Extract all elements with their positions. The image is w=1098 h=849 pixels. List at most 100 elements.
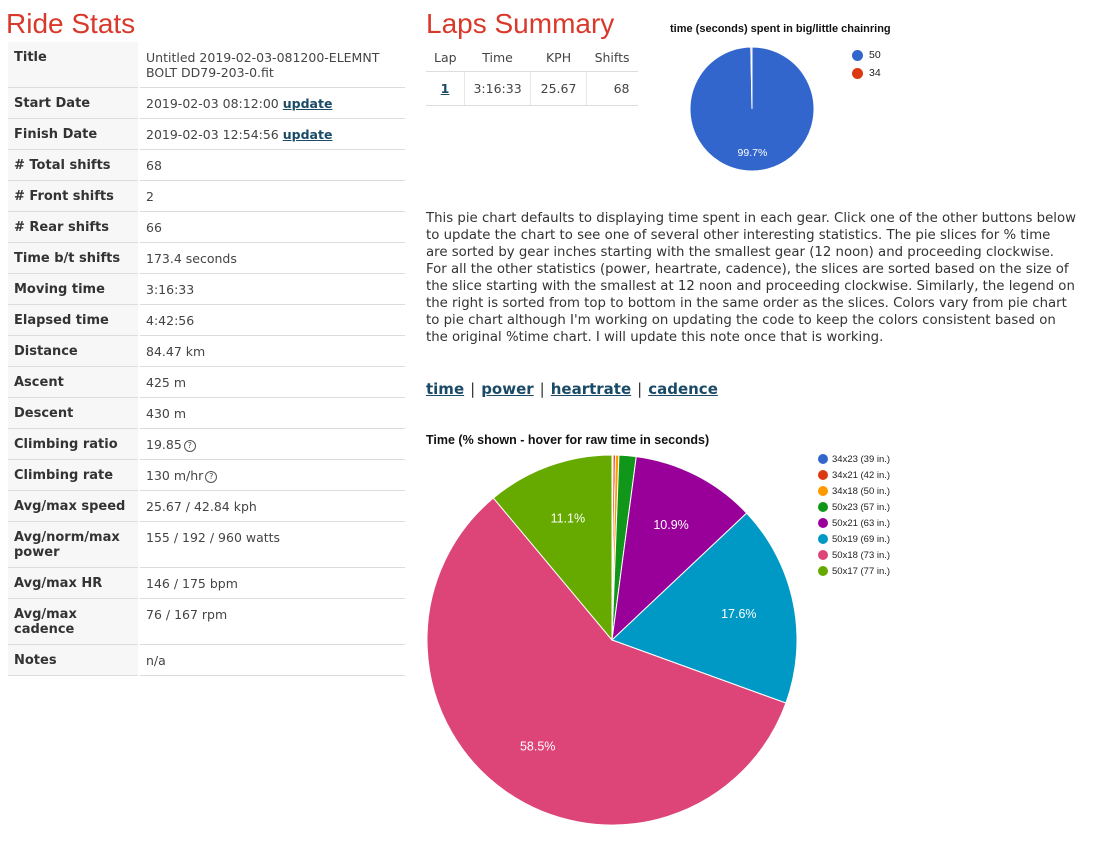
stat-value: 425 m: [146, 375, 187, 390]
stat-label: Avg/max HR: [8, 567, 140, 599]
stat-label: Avg/max cadence: [8, 598, 140, 645]
stat-value: 68: [146, 158, 162, 173]
link-separator: |: [470, 380, 476, 398]
stats-row: Distance 84.47 km: [8, 335, 405, 367]
stat-value: 155 / 192 / 960 watts: [146, 530, 281, 545]
legend-swatch: [818, 470, 828, 480]
legend-label: 34x21 (42 in.): [832, 469, 891, 481]
stats-row: Time b/t shifts 173.4 seconds: [8, 242, 405, 274]
lap-shifts: 68: [586, 71, 638, 106]
stat-value: 84.47 km: [146, 344, 206, 359]
stat-label: # Rear shifts: [8, 211, 140, 243]
stat-label: # Front shifts: [8, 180, 140, 212]
stat-value: n/a: [146, 653, 166, 668]
ride-stats-table: Title Untitled 2019-02-03-081200-ELEMNT B…: [8, 42, 405, 676]
time-link[interactable]: time: [426, 380, 465, 398]
chainring-pie-slice-label: 99.7%: [738, 147, 768, 159]
gear-time-pie-legend-item[interactable]: 34x21 (42 in.): [818, 467, 890, 483]
stat-value: 19.85: [146, 437, 182, 452]
stat-value: 2: [146, 189, 154, 204]
gear-time-pie-slice-label: 17.6%: [721, 607, 756, 621]
stat-value: 76 / 167 rpm: [146, 607, 228, 622]
stat-label: Ascent: [8, 366, 140, 398]
ride-stats-heading: Ride Stats: [6, 8, 136, 39]
gear-time-pie-slice[interactable]: [611, 512, 798, 704]
gear-time-pie-legend-item[interactable]: 50x18 (73 in.): [818, 547, 890, 563]
cadence-link[interactable]: cadence: [648, 380, 718, 398]
legend-label: 50x18 (73 in.): [832, 549, 891, 561]
stat-value: 146 / 175 bpm: [146, 576, 238, 591]
gear-time-pie-slice[interactable]: [426, 497, 787, 826]
legend-label: 50x17 (77 in.): [832, 565, 891, 577]
chart-description: This pie chart defaults to displaying ti…: [426, 211, 1077, 345]
gear-time-pie-slice[interactable]: [492, 454, 613, 642]
stat-value: 4:42:56: [146, 313, 195, 328]
stat-value: 25.67 / 42.84 kph: [146, 499, 257, 514]
laps-col-time: Time: [464, 46, 531, 72]
legend-swatch: [818, 534, 828, 544]
stats-row: Descent 430 m: [8, 397, 405, 429]
stats-row: Climbing ratio 19.85?: [8, 428, 405, 460]
gear-time-pie-legend-item[interactable]: 50x17 (77 in.): [818, 563, 890, 579]
legend-swatch: [818, 518, 828, 528]
gear-time-pie-legend-item[interactable]: 50x23 (57 in.): [818, 499, 890, 515]
stat-label: Title: [8, 42, 140, 88]
help-icon[interactable]: ?: [183, 440, 196, 452]
chainring-pie-chart[interactable]: 99.7%: [680, 40, 820, 176]
chainring-pie-legend-item[interactable]: 50: [852, 46, 881, 64]
heartrate-link[interactable]: heartrate: [550, 380, 632, 398]
legend-label: 50: [869, 49, 881, 61]
stat-label: Avg/norm/max power: [8, 521, 140, 568]
legend-swatch: [818, 550, 828, 560]
update-link[interactable]: update: [282, 96, 333, 111]
stats-row: Start Date 2019-02-03 08:12:00 update: [8, 87, 405, 119]
power-link[interactable]: power: [481, 380, 534, 398]
gear-time-chart-title: Time (% shown - hover for raw time in se…: [426, 433, 710, 447]
stats-row: Avg/norm/max power 155 / 192 / 960 watts: [8, 521, 405, 568]
chainring-legend: 50 34: [852, 46, 881, 82]
stats-row: Climbing rate 130 m/hr?: [8, 459, 405, 491]
stat-value: 66: [146, 220, 162, 235]
gear-time-pie-legend-item[interactable]: 50x21 (63 in.): [818, 515, 890, 531]
legend-label: 50x23 (57 in.): [832, 501, 891, 513]
laps-table: Lap Time KPH Shifts 1 3:16:33 25.67 68: [426, 46, 638, 106]
legend-swatch: [852, 67, 863, 79]
stat-label: Time b/t shifts: [8, 242, 140, 274]
gear-time-pie-legend-item[interactable]: 34x23 (39 in.): [818, 451, 890, 467]
stats-row: # Rear shifts 66: [8, 211, 405, 243]
stat-label: # Total shifts: [8, 149, 140, 181]
laps-col-lap: Lap: [426, 46, 465, 72]
stats-row: Avg/max HR 146 / 175 bpm: [8, 567, 405, 599]
stat-label: Notes: [8, 644, 140, 676]
stats-row: # Front shifts 2: [8, 180, 405, 212]
legend-label: 50x21 (63 in.): [832, 517, 891, 529]
update-link[interactable]: update: [282, 127, 333, 142]
stat-links: time | power | heartrate | cadence: [426, 380, 718, 398]
gear-time-pie-legend-item[interactable]: 34x18 (50 in.): [818, 483, 890, 499]
lap-kph: 25.67: [530, 71, 588, 106]
chainring-pie-slice[interactable]: [750, 46, 753, 110]
gear-time-pie-chart[interactable]: 10.9% 17.6% 58.5% 11.1%: [420, 446, 810, 836]
laps-row: 1 3:16:33 25.67 68: [426, 71, 638, 106]
stat-label: Moving time: [8, 273, 140, 305]
gear-time-legend: 34x23 (39 in.) 34x21 (42 in.) 34x18 (50 in…: [818, 451, 890, 579]
stat-value: 2019-02-03 08:12:00: [146, 96, 279, 111]
stat-value: Untitled 2019-02-03-081200-ELEMNT BOLT D…: [146, 50, 380, 80]
link-separator: |: [539, 380, 545, 398]
lap-link[interactable]: 1: [440, 81, 450, 96]
laps-summary-heading: Laps Summary: [426, 8, 615, 39]
chainring-pie-legend-item[interactable]: 34: [852, 64, 881, 82]
link-separator: |: [637, 380, 643, 398]
gear-time-pie-slice-label: 11.1%: [551, 512, 586, 526]
stat-label: Distance: [8, 335, 140, 367]
legend-swatch: [818, 486, 828, 496]
help-icon[interactable]: ?: [205, 471, 218, 483]
stat-value: 3:16:33: [146, 282, 195, 297]
gear-time-pie-slice-label: 10.9%: [653, 518, 688, 532]
stats-row: Avg/max speed 25.67 / 42.84 kph: [8, 490, 405, 522]
legend-swatch: [818, 454, 828, 464]
legend-swatch: [818, 566, 828, 576]
stats-row: Finish Date 2019-02-03 12:54:56 update: [8, 118, 405, 150]
gear-time-pie-slice[interactable]: [611, 456, 748, 642]
gear-time-pie-legend-item[interactable]: 50x19 (69 in.): [818, 531, 890, 547]
